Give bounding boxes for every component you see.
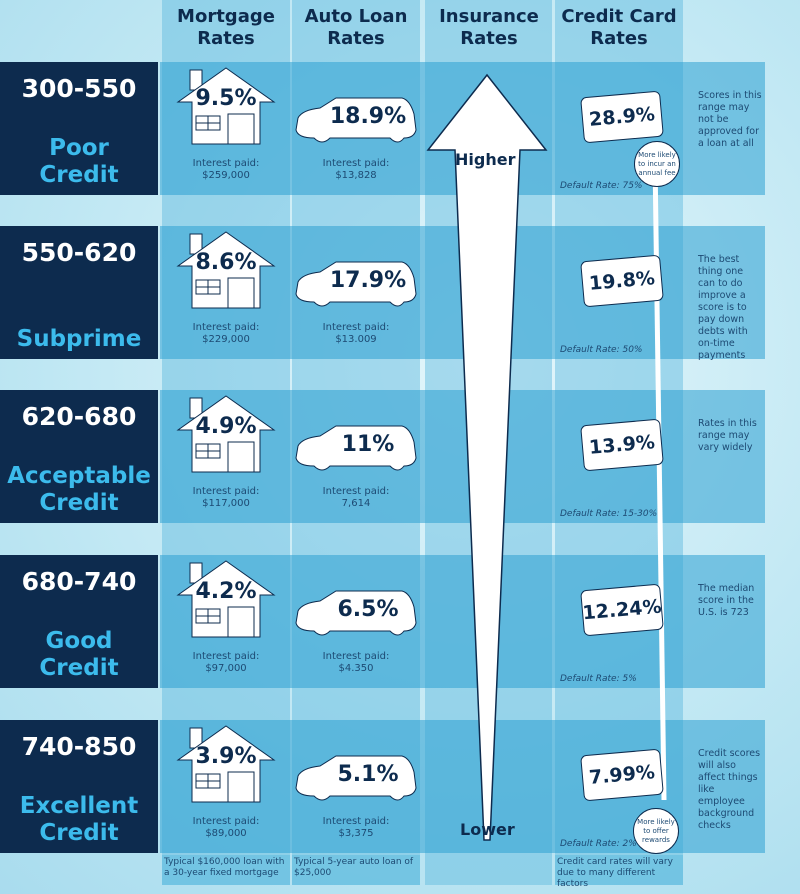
mortgage-cell: 4.9% Interest paid: $117,000 (162, 390, 290, 523)
house-icon (176, 66, 276, 150)
credit-card-footnote: Credit card rates will vary due to many … (555, 855, 683, 889)
car-icon (294, 589, 418, 643)
auto-interest-paid: Interest paid: $4.350 (322, 651, 390, 674)
mortgage-interest-paid: Interest paid: $89,000 (192, 816, 260, 839)
car-icon (294, 424, 418, 478)
mortgage-footnote: Typical $160,000 loan with a 30-year fix… (162, 855, 290, 885)
house-icon (176, 394, 276, 478)
house-icon (176, 230, 276, 314)
score-range: 740-850 (21, 732, 137, 761)
credit-tier: Acceptable Credit (7, 463, 151, 516)
mortgage-cell: 8.6% Interest paid: $229,000 (162, 226, 290, 359)
annual-fee-bubble: More likely to incur an annual fee (634, 141, 680, 187)
auto-cell: 17.9% Interest paid: $13.009 (292, 226, 420, 359)
row-note: Credit scores will also affect things li… (698, 748, 761, 831)
default-rate: Default Rate: 15-30% (560, 509, 658, 519)
row-note: Scores in this range may not be approved… (698, 90, 762, 149)
default-rate: Default Rate: 2% (560, 839, 637, 849)
default-rate: Default Rate: 50% (560, 345, 643, 355)
car-icon (294, 96, 418, 150)
auto-rate: 11% (341, 432, 395, 457)
auto-rate: 6.5% (337, 597, 399, 622)
score-range: 620-680 (21, 402, 137, 431)
credit-card-rate-sign: 13.9% (580, 418, 664, 472)
score-range: 680-740 (21, 567, 137, 596)
credit-tier: Good Credit (39, 628, 119, 681)
score-range: 550-620 (21, 238, 137, 267)
score-label: 550-620 Subprime (0, 226, 158, 359)
score-label: 740-850 Excellent Credit (0, 720, 158, 853)
mortgage-rate: 4.2% (195, 579, 257, 604)
score-range: 300-550 (21, 74, 137, 103)
auto-interest-paid: Interest paid: $3,375 (322, 816, 390, 839)
row-note: Rates in this range may vary widely (698, 418, 757, 453)
auto-cell: 11% Interest paid: 7,614 (292, 390, 420, 523)
auto-cell: 18.9% Interest paid: $13,828 (292, 62, 420, 195)
credit-tier: Subprime (16, 326, 142, 352)
row-note: The best thing one can to do improve a s… (698, 254, 748, 361)
credit-card-rate-sign: 19.8% (580, 254, 664, 308)
auto-rate: 18.9% (329, 104, 407, 129)
mortgage-rate: 4.9% (195, 414, 257, 439)
house-icon (176, 559, 276, 643)
mortgage-interest-paid: Interest paid: $229,000 (192, 322, 260, 345)
mortgage-rate: 8.6% (195, 250, 257, 275)
insurance-higher: Higher (455, 150, 516, 169)
auto-interest-paid: Interest paid: $13,828 (322, 158, 390, 181)
auto-rate: 17.9% (329, 268, 407, 293)
credit-card-rate-sign: 7.99% (580, 748, 664, 802)
mortgage-cell: 9.5% Interest paid: $259,000 (162, 62, 290, 195)
header-mortgage: Mortgage Rates (177, 6, 275, 49)
mortgage-interest-paid: Interest paid: $97,000 (192, 651, 260, 674)
mortgage-rate: 3.9% (195, 744, 257, 769)
header-credit-card: Credit Card Rates (561, 6, 677, 49)
mortgage-interest-paid: Interest paid: $259,000 (192, 158, 260, 181)
arrow-shape (426, 73, 548, 841)
auto-cell: 5.1% Interest paid: $3,375 (292, 720, 420, 853)
mortgage-rate: 9.5% (195, 86, 257, 111)
mortgage-cell: 3.9% Interest paid: $89,000 (162, 720, 290, 853)
mortgage-cell: 4.2% Interest paid: $97,000 (162, 555, 290, 688)
insurance-lower: Lower (460, 820, 515, 839)
default-rate: Default Rate: 5% (560, 674, 637, 684)
auto-rate: 5.1% (337, 762, 399, 787)
score-label: 680-740 Good Credit (0, 555, 158, 688)
auto-footnote: Typical 5-year auto loan of $25,000 (292, 855, 420, 885)
auto-interest-paid: Interest paid: 7,614 (322, 486, 390, 509)
credit-tier: Excellent Credit (19, 793, 139, 846)
header-auto: Auto Loan Rates (304, 6, 408, 49)
rewards-bubble: More likely to offer rewards (633, 808, 679, 854)
auto-interest-paid: Interest paid: $13.009 (322, 322, 390, 345)
mortgage-interest-paid: Interest paid: $117,000 (192, 486, 260, 509)
row-band (160, 390, 765, 523)
header-insurance: Insurance Rates (439, 6, 539, 49)
credit-card-rate-sign: 12.24% (580, 583, 664, 637)
score-label: 300-550 Poor Credit (0, 62, 158, 195)
car-icon (294, 754, 418, 808)
credit-card-rate-sign: 28.9% (580, 90, 664, 144)
credit-tier: Poor Credit (39, 135, 119, 188)
row-note: The median score in the U.S. is 723 (698, 583, 755, 618)
score-label: 620-680 Acceptable Credit (0, 390, 158, 523)
house-icon (176, 724, 276, 808)
auto-cell: 6.5% Interest paid: $4.350 (292, 555, 420, 688)
car-icon (294, 260, 418, 314)
default-rate: Default Rate: 75% (560, 181, 643, 191)
